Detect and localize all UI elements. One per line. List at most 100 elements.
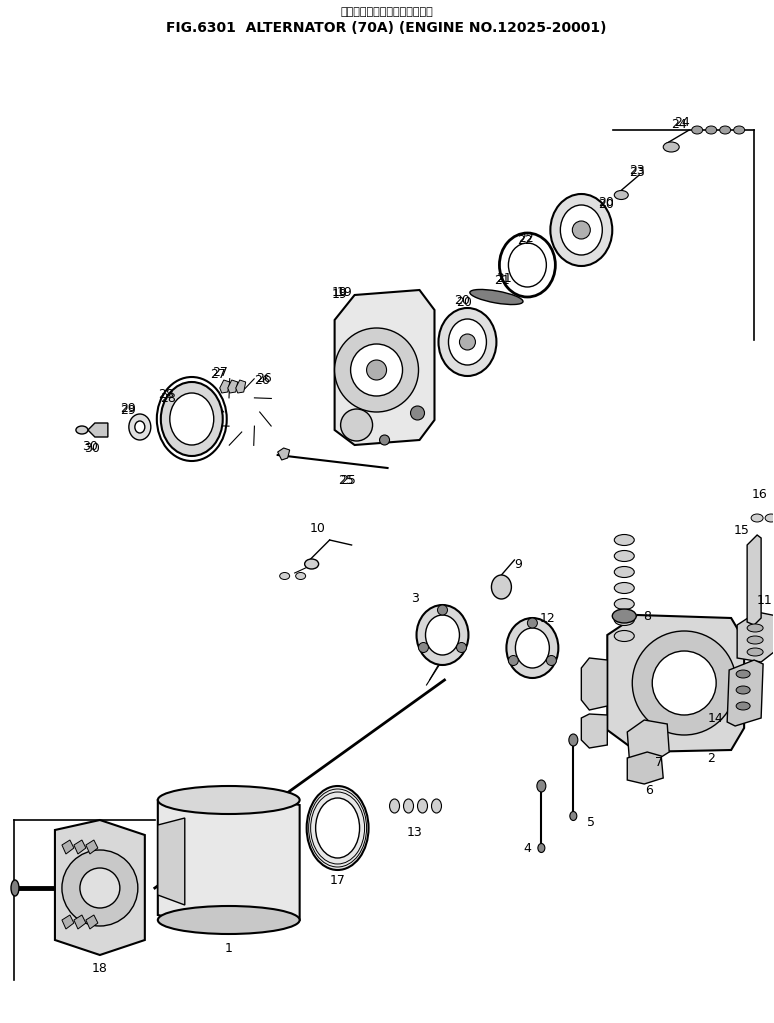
Circle shape <box>367 360 386 380</box>
Ellipse shape <box>560 205 602 255</box>
Text: 21: 21 <box>495 273 510 286</box>
Circle shape <box>509 656 519 666</box>
Ellipse shape <box>663 142 680 152</box>
Circle shape <box>419 642 429 653</box>
Text: 25: 25 <box>337 474 354 487</box>
Polygon shape <box>608 615 744 752</box>
Text: 5: 5 <box>587 815 595 829</box>
Ellipse shape <box>515 628 550 668</box>
Ellipse shape <box>538 844 545 852</box>
Ellipse shape <box>316 798 360 858</box>
Circle shape <box>62 850 138 926</box>
Ellipse shape <box>736 702 750 710</box>
Ellipse shape <box>417 799 427 813</box>
Text: 19: 19 <box>332 285 348 299</box>
Text: 11: 11 <box>756 593 772 607</box>
Ellipse shape <box>403 799 413 813</box>
Text: 8: 8 <box>643 610 651 623</box>
Ellipse shape <box>439 308 496 376</box>
Polygon shape <box>86 840 98 854</box>
Text: 28: 28 <box>158 389 173 401</box>
Circle shape <box>527 618 537 628</box>
Ellipse shape <box>296 573 306 579</box>
Text: 17: 17 <box>330 874 345 887</box>
Text: 28: 28 <box>160 392 176 404</box>
Text: 20: 20 <box>598 196 615 210</box>
Polygon shape <box>581 658 608 710</box>
Text: 13: 13 <box>406 826 423 839</box>
Ellipse shape <box>615 630 634 641</box>
Text: 27: 27 <box>212 366 228 380</box>
Ellipse shape <box>692 126 703 134</box>
Ellipse shape <box>736 670 750 678</box>
Ellipse shape <box>170 393 214 445</box>
Ellipse shape <box>426 615 460 655</box>
Circle shape <box>80 868 120 908</box>
Ellipse shape <box>747 648 763 656</box>
Circle shape <box>632 631 736 735</box>
Text: 30: 30 <box>82 441 98 453</box>
Text: 7: 7 <box>656 756 663 768</box>
Text: 22: 22 <box>518 233 533 247</box>
Polygon shape <box>220 380 230 393</box>
Ellipse shape <box>128 414 151 440</box>
Ellipse shape <box>720 126 731 134</box>
Ellipse shape <box>279 573 289 579</box>
Ellipse shape <box>615 567 634 578</box>
Polygon shape <box>86 915 98 929</box>
Ellipse shape <box>76 426 88 434</box>
Circle shape <box>546 656 557 666</box>
Ellipse shape <box>11 880 19 896</box>
Ellipse shape <box>448 319 486 365</box>
Ellipse shape <box>734 126 745 134</box>
Text: 29: 29 <box>120 401 135 414</box>
Text: 25: 25 <box>340 474 355 487</box>
Circle shape <box>351 344 402 396</box>
Polygon shape <box>278 448 289 460</box>
Ellipse shape <box>550 194 612 266</box>
Ellipse shape <box>747 624 763 632</box>
Circle shape <box>437 605 447 615</box>
Text: 10: 10 <box>310 522 326 534</box>
Text: 19: 19 <box>332 288 348 302</box>
Ellipse shape <box>158 786 300 814</box>
Text: 22: 22 <box>519 231 534 244</box>
Ellipse shape <box>431 799 441 813</box>
Ellipse shape <box>305 559 319 569</box>
Polygon shape <box>228 380 238 393</box>
Text: 26: 26 <box>254 373 269 387</box>
Polygon shape <box>727 660 763 726</box>
Ellipse shape <box>765 514 774 522</box>
Circle shape <box>652 651 716 715</box>
Ellipse shape <box>416 605 468 665</box>
Text: 20: 20 <box>457 296 472 309</box>
Text: オルタネータ　　　　適用号機: オルタネータ 適用号機 <box>341 7 433 17</box>
Polygon shape <box>62 915 74 929</box>
Text: 15: 15 <box>733 524 749 536</box>
Text: 9: 9 <box>515 559 522 572</box>
Ellipse shape <box>747 636 763 644</box>
Ellipse shape <box>161 382 223 456</box>
Polygon shape <box>334 290 434 445</box>
Text: FIG.6301  ALTERNATOR (70A) (ENGINE NO.12025-20001): FIG.6301 ALTERNATOR (70A) (ENGINE NO.120… <box>166 21 607 35</box>
Polygon shape <box>62 840 74 854</box>
Text: 18: 18 <box>92 962 108 975</box>
Text: 4: 4 <box>523 842 531 854</box>
Text: 1: 1 <box>224 941 233 954</box>
Text: 6: 6 <box>646 784 653 797</box>
Text: 12: 12 <box>539 612 555 624</box>
Ellipse shape <box>615 598 634 610</box>
Ellipse shape <box>615 550 634 562</box>
Ellipse shape <box>751 514 763 522</box>
Polygon shape <box>627 720 670 762</box>
Ellipse shape <box>537 780 546 792</box>
Circle shape <box>334 328 419 412</box>
Ellipse shape <box>612 609 636 623</box>
Ellipse shape <box>307 786 368 870</box>
Ellipse shape <box>615 582 634 593</box>
Circle shape <box>410 406 424 420</box>
Text: 3: 3 <box>410 591 419 605</box>
Text: 24: 24 <box>671 119 687 132</box>
Ellipse shape <box>509 243 546 287</box>
Ellipse shape <box>389 799 399 813</box>
